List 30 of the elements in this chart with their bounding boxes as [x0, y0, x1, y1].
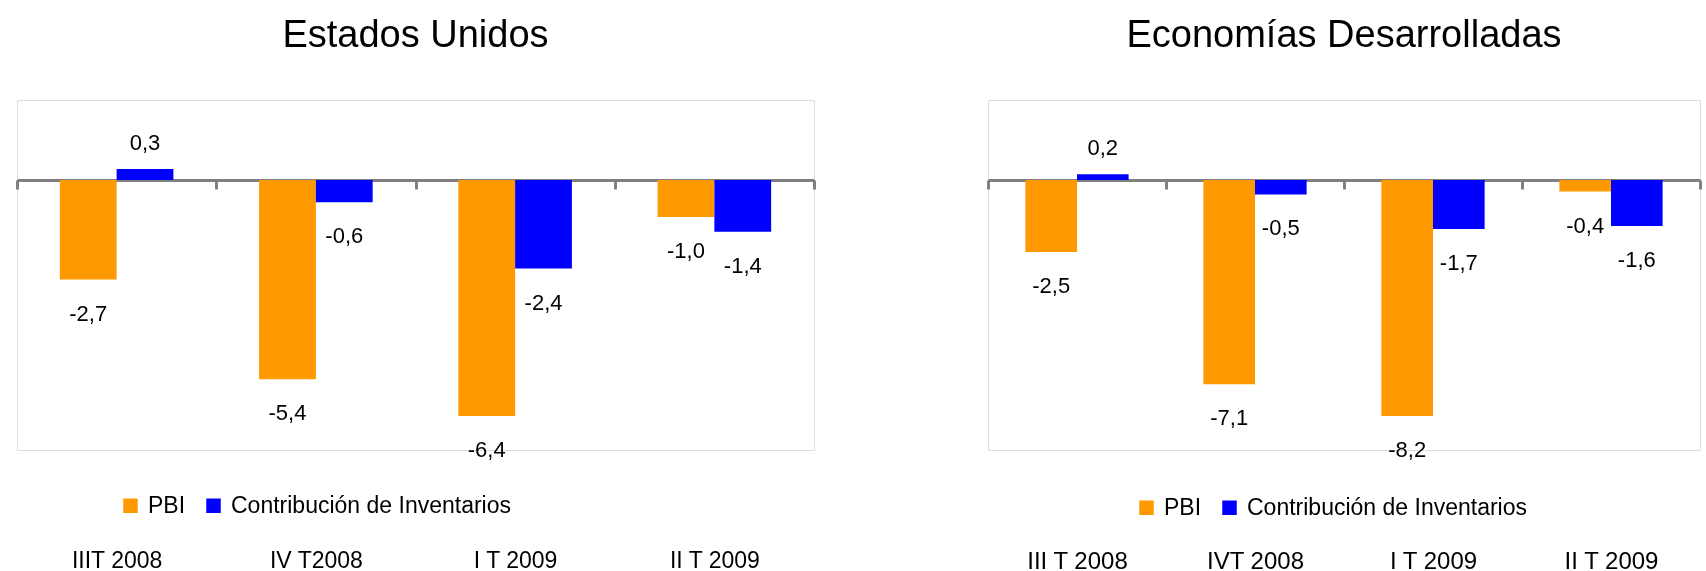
data-label: -1,0: [667, 237, 705, 263]
data-label: -2,5: [1032, 272, 1071, 298]
legend-label: Contribución de Inventarios: [1247, 493, 1527, 520]
data-label: -0,6: [325, 223, 364, 249]
legend-label: Contribución de Inventarios: [231, 491, 511, 518]
data-label: -6,4: [467, 437, 506, 462]
data-label: -2,4: [524, 289, 563, 315]
data-label: -0,4: [1566, 212, 1605, 238]
data-label: 0,2: [1087, 135, 1119, 161]
data-label: -1,7: [1439, 249, 1478, 275]
data-label: -8,2: [1388, 437, 1427, 462]
x-tick-label: IIIT 2008: [71, 546, 163, 571]
legend-label: PBI: [1164, 493, 1202, 520]
chart-title: Economías Desarrolladas: [1126, 13, 1562, 55]
chart-title: Estados Unidos: [282, 13, 549, 55]
data-label: -0,5: [1261, 215, 1300, 241]
data-label: -1,4: [723, 252, 762, 278]
x-tick-label: III T 2008: [1027, 546, 1128, 571]
data-label: 0,3: [129, 129, 161, 155]
x-tick-label: II T 2009: [1564, 546, 1659, 571]
data-label: -2,7: [69, 300, 108, 326]
data-label: -5,4: [268, 400, 307, 426]
x-tick-label: I T 2009: [473, 546, 558, 571]
data-label: -1,6: [1617, 247, 1656, 273]
x-tick-label: IV T2008: [269, 546, 363, 571]
x-tick-label: I T 2009: [1389, 546, 1478, 571]
data-label: -7,1: [1210, 405, 1249, 431]
x-tick-label: II T 2009: [669, 546, 760, 571]
legend-label: PBI: [148, 491, 186, 518]
x-tick-label: IVT 2008: [1207, 546, 1304, 571]
